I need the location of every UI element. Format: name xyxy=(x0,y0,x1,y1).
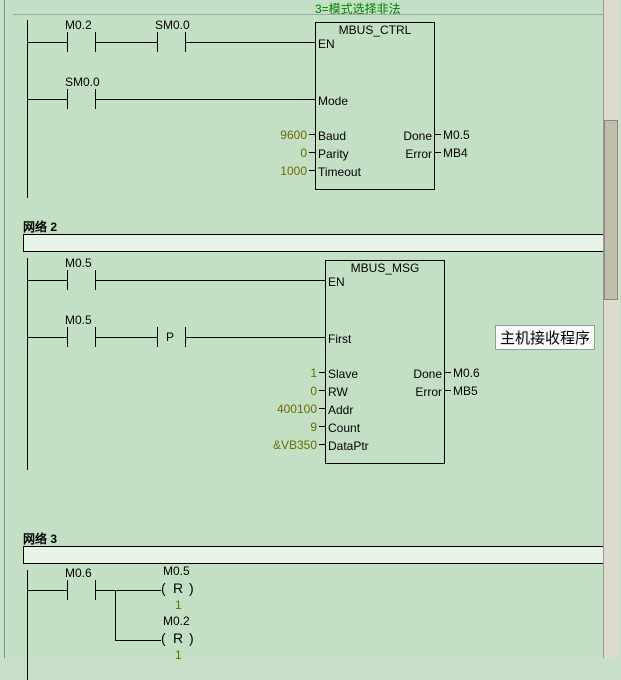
coil-n: 1 xyxy=(175,598,182,612)
hline xyxy=(115,640,155,641)
hline xyxy=(155,590,161,591)
pin-tick xyxy=(435,152,441,153)
contact: SM0.0 xyxy=(57,89,105,109)
mbus-msg-block: MBUS_MSGENFirstSlaveRWAddrCountDataPtrDo… xyxy=(325,260,445,464)
pin-tick xyxy=(319,337,325,338)
contact: M0.2 xyxy=(57,32,105,52)
pin-value: 9600 xyxy=(5,128,307,142)
pin-out: M0.6 xyxy=(453,366,480,380)
pin-value: 9 xyxy=(5,420,317,434)
hline xyxy=(27,42,57,43)
coil-n: 1 xyxy=(175,648,182,662)
network-2-label: 网络 2 xyxy=(23,218,57,235)
pin-value: &VB350 xyxy=(5,438,317,452)
hline xyxy=(205,337,319,338)
pin-tick xyxy=(319,390,325,391)
reset-coil: (R) xyxy=(161,578,209,602)
hline xyxy=(115,590,155,591)
reset-coil: (R) xyxy=(161,628,209,652)
coil-label: M0.2 xyxy=(163,614,190,628)
scrollbar[interactable] xyxy=(603,0,619,658)
contact: M0.5 xyxy=(57,327,105,347)
pin-value: 1000 xyxy=(5,164,307,178)
pin-tick xyxy=(445,372,451,373)
hline xyxy=(115,42,147,43)
pin-tick xyxy=(309,152,315,153)
pin-tick xyxy=(319,408,325,409)
pin-tick xyxy=(309,170,315,171)
hline xyxy=(155,640,161,641)
contact: M0.6 xyxy=(57,580,105,600)
hline xyxy=(27,590,57,591)
mbus-ctrl-block: MBUS_CTRLENModeBaudParityTimeoutDoneErro… xyxy=(315,22,435,190)
pin-tick xyxy=(309,42,315,43)
hline xyxy=(27,337,57,338)
pin-value: 0 xyxy=(5,384,317,398)
vline xyxy=(115,590,116,640)
divider-top2 xyxy=(13,14,611,15)
pin-tick xyxy=(309,134,315,135)
network-3-label: 网络 3 xyxy=(23,530,57,547)
hline xyxy=(115,99,309,100)
scrollbar-thumb[interactable] xyxy=(604,120,618,300)
network-3-comment[interactable] xyxy=(23,546,615,564)
contact: M0.5 xyxy=(57,270,105,290)
pin-value: 400100 xyxy=(5,402,317,416)
annotation-label: 主机接收程序 xyxy=(495,325,595,350)
pin-tick xyxy=(435,134,441,135)
pin-tick xyxy=(309,99,315,100)
power-rail xyxy=(27,570,28,680)
coil-label: M0.5 xyxy=(163,564,190,578)
pin-out: M0.5 xyxy=(443,128,470,142)
pin-value: 1 xyxy=(5,366,317,380)
network-2-comment[interactable] xyxy=(23,234,615,252)
pin-tick xyxy=(319,426,325,427)
pin-tick xyxy=(319,372,325,373)
pin-tick xyxy=(319,280,325,281)
hline xyxy=(27,280,57,281)
pin-out: MB4 xyxy=(443,146,468,160)
hline xyxy=(115,280,319,281)
hline xyxy=(115,337,147,338)
hline xyxy=(27,99,57,100)
hline xyxy=(205,42,309,43)
contact: SM0.0 xyxy=(147,32,195,52)
pin-tick xyxy=(319,444,325,445)
pin-out: MB5 xyxy=(453,384,478,398)
contact: P xyxy=(147,327,195,347)
pin-tick xyxy=(445,390,451,391)
pin-value: 0 xyxy=(5,146,307,160)
